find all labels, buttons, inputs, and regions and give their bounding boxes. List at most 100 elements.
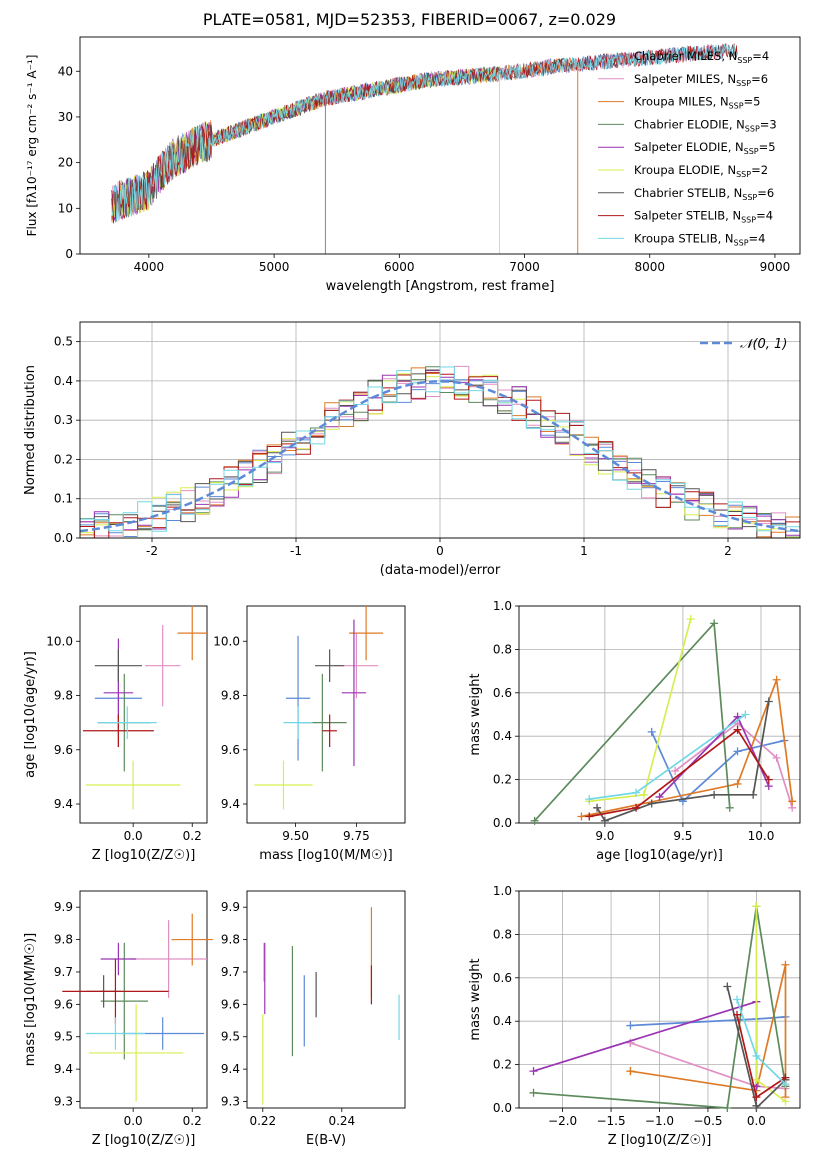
legend-label: Kroupa STELIB, NSSP=4 <box>634 231 765 247</box>
x-tick-label: 5000 <box>259 260 290 274</box>
plot-frame <box>518 605 801 824</box>
x-tick-label: -2 <box>146 544 158 558</box>
data-point-marker <box>749 790 758 799</box>
x-tick-label: 8000 <box>634 260 665 274</box>
legend-label: Salpeter STELIB, NSSP=4 <box>634 209 773 225</box>
x-axis-label: Z [log10(Z/Z☉)] <box>92 1133 196 1148</box>
data-point-marker <box>577 812 586 821</box>
data-point-marker <box>632 803 641 812</box>
y-tick-label: 9.8 <box>221 689 240 703</box>
data-point-marker <box>733 995 742 1004</box>
x-tick-label: 9.5 <box>673 829 692 843</box>
data-point-marker <box>733 747 742 756</box>
data-point-marker <box>752 1051 761 1060</box>
data-point-marker <box>593 803 602 812</box>
data-point-marker <box>733 725 742 734</box>
plot-frame <box>246 890 406 1109</box>
y-tick-label: 9.8 <box>221 933 240 947</box>
y-tick-label: 9.7 <box>54 965 73 979</box>
legend-label: 𝒩(0, 1) <box>740 337 787 352</box>
y-tick-label: 0.0 <box>54 531 73 545</box>
y-axis-label: Flux [fλ10⁻¹⁷ erg cm⁻² s⁻¹ A⁻¹] <box>25 55 39 237</box>
y-axis-label: age [log10(age/yr)] <box>23 651 38 778</box>
legend-label: Kroupa MILES, NSSP=5 <box>634 95 760 111</box>
data-point-marker <box>781 1080 790 1089</box>
data-point-marker <box>772 675 781 684</box>
legend-label: Chabrier STELIB, NSSP=6 <box>634 186 774 202</box>
data-point-marker <box>626 1021 635 1030</box>
y-tick-label: 10.0 <box>46 634 73 648</box>
y-tick-label: 1.0 <box>493 599 512 613</box>
plot-frame <box>79 605 208 824</box>
y-tick-label: 9.3 <box>54 1095 73 1109</box>
y-tick-label: 9.6 <box>221 743 240 757</box>
x-tick-label: -1 <box>290 544 302 558</box>
data-point-marker <box>686 615 695 624</box>
y-tick-label: 9.4 <box>221 1062 240 1076</box>
x-tick-label: 0.0 <box>747 1114 766 1128</box>
y-tick-label: 0.4 <box>493 1014 512 1028</box>
data-point-marker <box>530 816 539 825</box>
y-tick-label: 20 <box>58 156 73 170</box>
y-tick-label: 0.4 <box>493 729 512 743</box>
x-tick-label: 0.0 <box>124 829 143 843</box>
y-tick-label: 0.2 <box>54 452 73 466</box>
y-tick-label: 9.8 <box>54 933 73 947</box>
y-tick-label: 10.0 <box>213 634 240 648</box>
x-axis-label: Z [log10(Z/Z☉)] <box>92 848 196 863</box>
plot-frame <box>79 321 801 539</box>
x-tick-label: 4000 <box>134 260 165 274</box>
x-tick-label: 1 <box>580 544 588 558</box>
x-tick-label: 0.24 <box>328 1114 355 1128</box>
y-tick-label: 1.0 <box>493 884 512 898</box>
x-tick-label: 6000 <box>384 260 415 274</box>
data-point-marker <box>647 799 656 808</box>
data-point-marker <box>733 779 742 788</box>
data-point-marker <box>600 816 609 825</box>
data-point-marker <box>788 797 797 806</box>
histogram-step-line <box>80 366 800 532</box>
data-point-marker <box>655 792 664 801</box>
x-tick-label: 0.0 <box>124 1114 143 1128</box>
plot-frame <box>79 36 801 255</box>
x-tick-label: 9.0 <box>595 829 614 843</box>
y-axis-label: mass weight <box>468 958 483 1040</box>
legend-label: Chabrier ELODIE, NSSP=3 <box>634 117 777 133</box>
data-point-marker <box>639 790 648 799</box>
x-axis-label: E(B-V) <box>306 1133 346 1148</box>
y-tick-label: 10 <box>58 201 73 215</box>
y-tick-label: 9.4 <box>54 797 73 811</box>
x-axis-label: wavelength [Angstrom, rest frame] <box>326 279 555 294</box>
data-point-marker <box>781 1097 790 1106</box>
data-point-marker <box>752 1075 761 1084</box>
x-tick-label: 9000 <box>760 260 791 274</box>
histogram-step-line <box>80 366 800 538</box>
data-point-marker <box>752 1104 761 1112</box>
y-tick-label: 9.4 <box>54 1062 73 1076</box>
data-point-marker <box>671 766 680 775</box>
x-tick-label: 0 <box>436 544 444 558</box>
y-tick-label: 0.6 <box>493 971 512 985</box>
data-point-marker <box>752 902 761 911</box>
y-tick-label: 0 <box>65 247 73 261</box>
data-point-marker <box>781 960 790 969</box>
y-tick-label: 9.9 <box>54 900 73 914</box>
y-tick-label: 9.8 <box>54 689 73 703</box>
mass-vs-z-chart: 0.0 0.2 9.3 9.4 9.5 9.6 9.7 9.8 9.9 Z [log10(Z/Z☉… <box>23 890 213 1148</box>
data-point-marker <box>710 790 719 799</box>
x-tick-label: 7000 <box>509 260 540 274</box>
plot-frame <box>79 890 208 1109</box>
mass-weight-line <box>630 964 787 1098</box>
data-point-marker <box>723 1104 732 1112</box>
data-point-marker <box>710 619 719 628</box>
data-point-marker <box>585 795 594 804</box>
data-point-marker <box>647 727 656 736</box>
x-tick-label: 0.22 <box>249 1114 276 1128</box>
legend-label: Kroupa ELODIE, NSSP=2 <box>634 163 768 179</box>
y-tick-label: 9.9 <box>221 900 240 914</box>
y-tick-label: 0.8 <box>493 642 512 656</box>
x-tick-label: 0.2 <box>183 1114 202 1128</box>
y-tick-label: 0.3 <box>54 413 73 427</box>
x-tick-label: 10.0 <box>748 829 775 843</box>
